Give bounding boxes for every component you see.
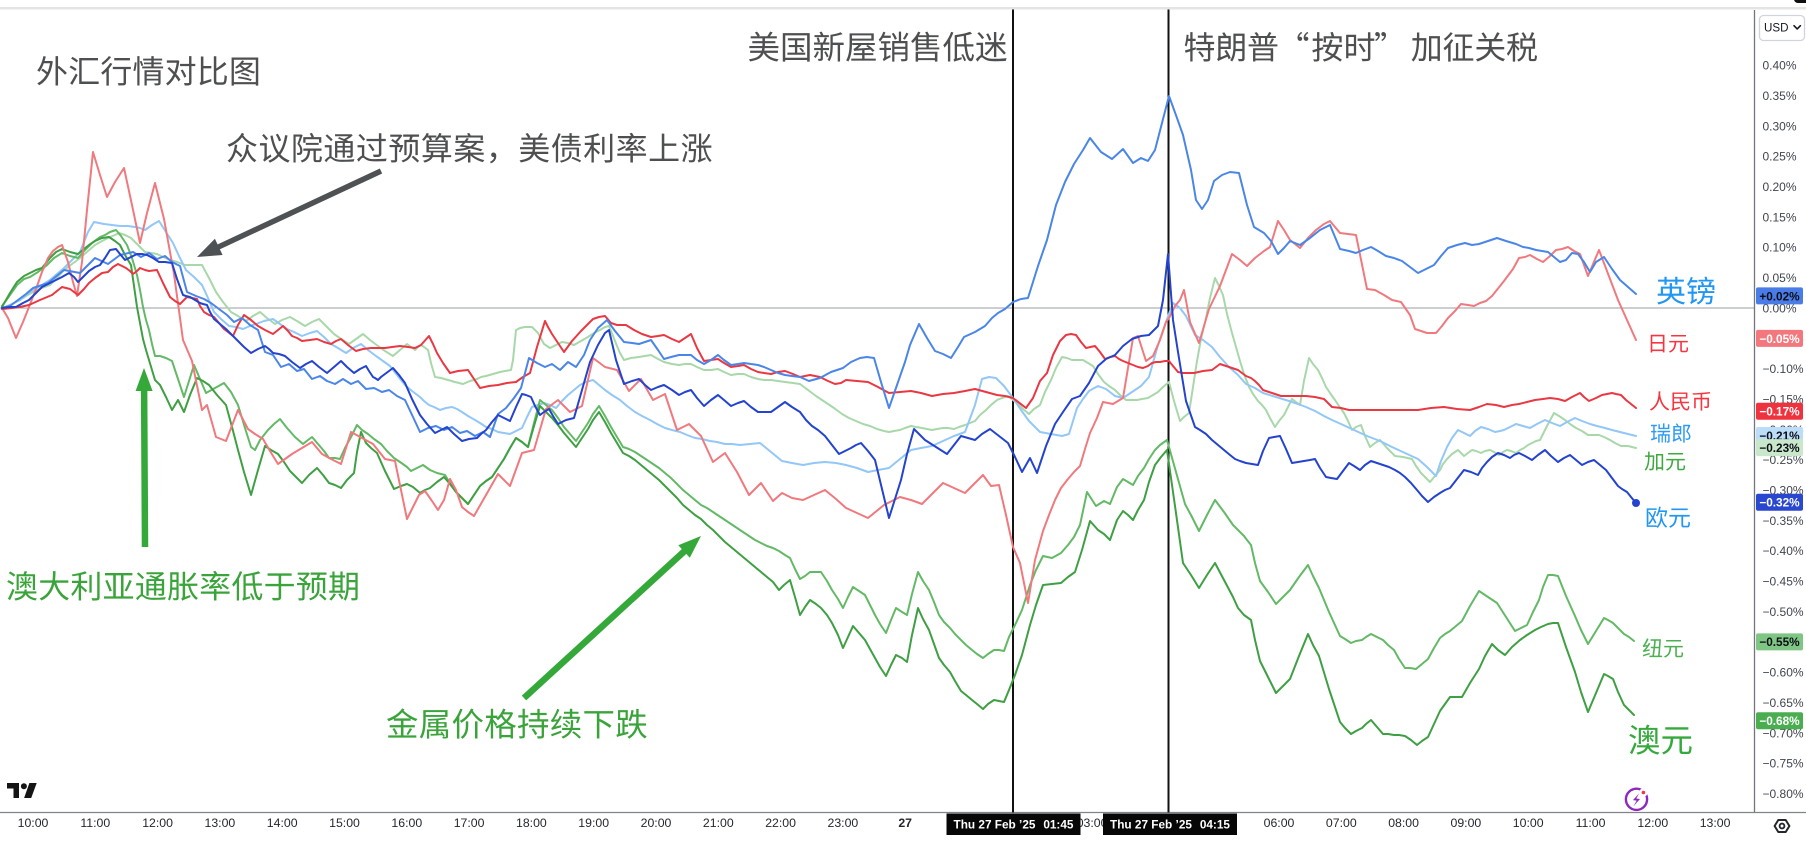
svg-text:0.05%: 0.05% (1763, 271, 1797, 285)
svg-text:−0.05%: −0.05% (1759, 332, 1800, 346)
svg-text:−0.75%: −0.75% (1763, 757, 1804, 771)
svg-text:03:00: 03:00 (1077, 816, 1108, 830)
svg-text:−0.40%: −0.40% (1763, 544, 1804, 558)
svg-text:0.00%: 0.00% (1763, 301, 1797, 315)
svg-text:−0.25%: −0.25% (1763, 453, 1804, 467)
svg-text:01:45: 01:45 (1043, 818, 1074, 832)
svg-text:Thu 27 Feb ’25: Thu 27 Feb ’25 (954, 818, 1036, 832)
svg-text:04:15: 04:15 (1200, 818, 1231, 832)
svg-text:14:00: 14:00 (267, 816, 298, 830)
svg-text:−0.80%: −0.80% (1763, 787, 1804, 801)
svg-text:−0.65%: −0.65% (1763, 696, 1804, 710)
svg-text:13:00: 13:00 (1700, 816, 1731, 830)
svg-text:0.10%: 0.10% (1763, 241, 1797, 255)
svg-text:0.35%: 0.35% (1763, 89, 1797, 103)
svg-text:−0.23%: −0.23% (1759, 441, 1800, 455)
svg-text:0.20%: 0.20% (1763, 180, 1797, 194)
svg-text:−0.10%: −0.10% (1763, 362, 1804, 376)
svg-text:15:00: 15:00 (329, 816, 360, 830)
svg-text:10:00: 10:00 (1513, 816, 1544, 830)
svg-text:23:00: 23:00 (828, 816, 859, 830)
svg-text:07:00: 07:00 (1326, 816, 1357, 830)
svg-text:USD: USD (1764, 22, 1788, 35)
svg-text:13:00: 13:00 (205, 816, 236, 830)
svg-text:12:00: 12:00 (142, 816, 173, 830)
svg-text:−0.45%: −0.45% (1763, 575, 1804, 589)
svg-text:12:00: 12:00 (1637, 816, 1668, 830)
svg-text:0.30%: 0.30% (1763, 119, 1797, 133)
svg-text:27: 27 (898, 816, 912, 830)
svg-text:+0.02%: +0.02% (1759, 289, 1800, 303)
svg-text:16:00: 16:00 (391, 816, 422, 830)
svg-text:17:00: 17:00 (454, 816, 485, 830)
svg-text:−0.35%: −0.35% (1763, 514, 1804, 528)
svg-text:19:00: 19:00 (578, 816, 609, 830)
svg-text:11:00: 11:00 (1576, 816, 1606, 830)
svg-text:21:00: 21:00 (703, 816, 734, 830)
svg-text:06:00: 06:00 (1264, 816, 1295, 830)
svg-text:0.15%: 0.15% (1763, 210, 1797, 224)
svg-text:Thu 27 Feb ’25: Thu 27 Feb ’25 (1110, 818, 1192, 832)
svg-text:18:00: 18:00 (516, 816, 547, 830)
svg-text:11:00: 11:00 (80, 816, 110, 830)
svg-text:20:00: 20:00 (641, 816, 672, 830)
svg-text:−0.68%: −0.68% (1759, 714, 1800, 728)
svg-text:−0.70%: −0.70% (1763, 726, 1804, 740)
svg-text:−0.55%: −0.55% (1759, 635, 1800, 649)
svg-text:09:00: 09:00 (1451, 816, 1482, 830)
svg-text:08:00: 08:00 (1388, 816, 1419, 830)
svg-text:10:00: 10:00 (18, 816, 49, 830)
svg-text:0.40%: 0.40% (1763, 59, 1797, 73)
svg-text:−0.17%: −0.17% (1759, 405, 1800, 419)
svg-text:−0.60%: −0.60% (1763, 666, 1804, 680)
svg-text:−0.50%: −0.50% (1763, 605, 1804, 619)
svg-text:22:00: 22:00 (765, 816, 796, 830)
svg-text:−0.32%: −0.32% (1759, 496, 1800, 510)
svg-text:0.25%: 0.25% (1763, 150, 1797, 164)
